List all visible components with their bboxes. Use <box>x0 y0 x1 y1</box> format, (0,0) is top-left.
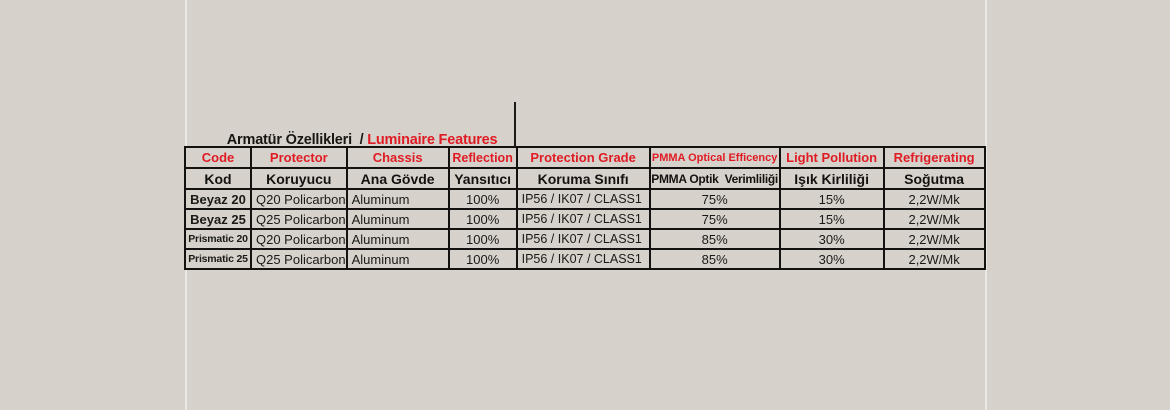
section-title-english: Luminaire Features <box>367 132 498 148</box>
cell-protector: Q25 Policarbon <box>250 248 348 270</box>
cell-chassis: Aluminum <box>345 188 450 210</box>
cell-pmma-efficiency: 75% <box>648 208 781 230</box>
cell-protection-grade: IP56 / IK07 / CLASS1 <box>515 188 651 210</box>
cell-light-pollution: 30% <box>778 228 885 250</box>
col-header-light-pollution-tr: Işık Kirliliği <box>778 167 885 190</box>
page-break-line-right <box>985 0 987 410</box>
cell-pmma-efficiency: 85% <box>648 248 781 270</box>
col-header-protector-tr: Koruyucu <box>250 167 348 190</box>
col-header-reflection-tr: Yansıtıcı <box>447 167 518 190</box>
section-title: Armatür Özellikleri / Luminaire Features <box>212 116 498 164</box>
cell-reflection: 100% <box>447 228 518 250</box>
cell-chassis: Aluminum <box>345 248 450 270</box>
cell-refrigerating: 2,2W/Mk <box>882 248 986 270</box>
cell-refrigerating: 2,2W/Mk <box>882 188 986 210</box>
table-row-prismatic-20: Prismatic 20 Q20 Policarbon Aluminum 100… <box>184 228 986 250</box>
cell-code: Beyaz 20 <box>184 188 252 210</box>
cell-protection-grade: IP56 / IK07 / CLASS1 <box>515 228 651 250</box>
col-header-refrigerating-en: Refrigerating <box>882 146 986 169</box>
table-row-prismatic-25: Prismatic 25 Q25 Policarbon Aluminum 100… <box>184 248 986 270</box>
col-header-code-en: Code <box>184 146 252 169</box>
col-header-protection-grade-tr: Koruma Sınıfı <box>515 167 651 190</box>
table-row-beyaz-25: Beyaz 25 Q25 Policarbon Aluminum 100% IP… <box>184 208 986 230</box>
cell-refrigerating: 2,2W/Mk <box>882 208 986 230</box>
col-header-refrigerating-tr: Soğutma <box>882 167 986 190</box>
col-header-protector-en: Protector <box>250 146 348 169</box>
col-header-pmma-en: PMMA Optical Efficency <box>648 146 781 169</box>
gridline-tick <box>514 102 516 147</box>
cell-protector: Q25 Policarbon <box>250 208 348 230</box>
cell-light-pollution: 15% <box>778 208 885 230</box>
luminaire-features-table: Code Protector Chassis Reflection Protec… <box>184 146 986 270</box>
cell-light-pollution: 30% <box>778 248 885 270</box>
cell-pmma-efficiency: 85% <box>648 228 781 250</box>
header-row-turkish: Kod Koruyucu Ana Gövde Yansıtıcı Koruma … <box>184 167 986 190</box>
col-header-chassis-en: Chassis <box>345 146 450 169</box>
col-header-code-tr: Kod <box>184 167 252 190</box>
cell-chassis: Aluminum <box>345 208 450 230</box>
cell-reflection: 100% <box>447 208 518 230</box>
col-header-reflection-en: Reflection <box>447 146 518 169</box>
table-row-beyaz-20: Beyaz 20 Q20 Policarbon Aluminum 100% IP… <box>184 188 986 210</box>
col-header-protection-grade-en: Protection Grade <box>515 146 651 169</box>
cell-protector: Q20 Policarbon <box>250 228 348 250</box>
col-header-light-pollution-en: Light Pollution <box>778 146 885 169</box>
cell-chassis: Aluminum <box>345 228 450 250</box>
cell-code: Prismatic 25 <box>184 248 252 270</box>
header-row-english: Code Protector Chassis Reflection Protec… <box>184 146 986 169</box>
col-header-chassis-tr: Ana Gövde <box>345 167 450 190</box>
cell-reflection: 100% <box>447 248 518 270</box>
cell-pmma-efficiency: 75% <box>648 188 781 210</box>
col-header-pmma-tr: PMMA Optik Verimliliği <box>648 167 781 190</box>
cell-protection-grade: IP56 / IK07 / CLASS1 <box>515 208 651 230</box>
cell-protector: Q20 Policarbon <box>250 188 348 210</box>
section-title-turkish: Armatür Özellikleri / <box>226 132 368 148</box>
cell-refrigerating: 2,2W/Mk <box>882 228 986 250</box>
cell-protection-grade: IP56 / IK07 / CLASS1 <box>515 248 651 270</box>
cell-reflection: 100% <box>447 188 518 210</box>
cell-light-pollution: 15% <box>778 188 885 210</box>
cell-code: Beyaz 25 <box>184 208 252 230</box>
cell-code: Prismatic 20 <box>184 228 252 250</box>
